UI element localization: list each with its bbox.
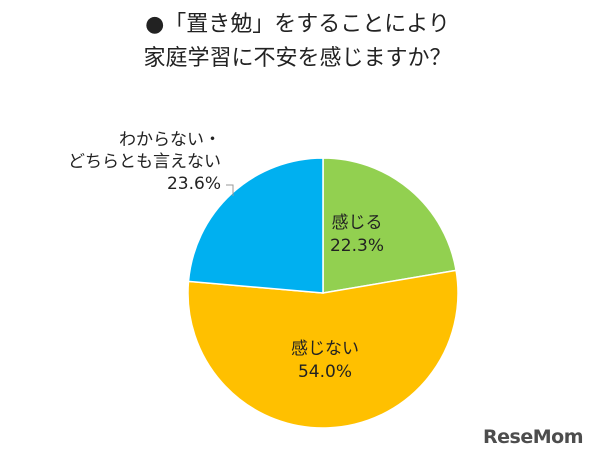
slice-label-kanjinai-name: 感じない (291, 339, 359, 359)
slice-label-kanjiru-value: 22.3% (329, 236, 384, 256)
slice-label-wakaranai: わからない・ どちらとも言えない 23.6% (68, 129, 221, 195)
leader-line (226, 184, 234, 196)
pie-slice-kanjiru (322, 157, 457, 294)
slice-label-kanjinai: 感じない 54.0% (270, 338, 380, 384)
chart-title: ●「置き勉」をすることにより 家庭学習に不安を感じますか？ (0, 8, 595, 76)
chart-title-line-2: 家庭学習に不安を感じますか？ (143, 46, 452, 71)
pie-slice-kanjinai (187, 269, 459, 429)
slice-label-wakaranai-value: 23.6% (166, 174, 221, 194)
slice-label-wakaranai-line-1: わからない・ (119, 130, 221, 150)
chart-title-line-1: ●「置き勉」をすることにより (145, 12, 450, 37)
resemom-logo: ReseMom (483, 426, 583, 448)
pie-slice-wakaranai (187, 157, 324, 294)
slice-label-kanjiru-name: 感じる (331, 213, 383, 233)
slice-label-wakaranai-line-2: どちらとも言えない (68, 152, 221, 172)
slice-label-kanjinai-value: 54.0% (297, 362, 352, 382)
slice-label-kanjiru: 感じる 22.3% (312, 212, 402, 258)
